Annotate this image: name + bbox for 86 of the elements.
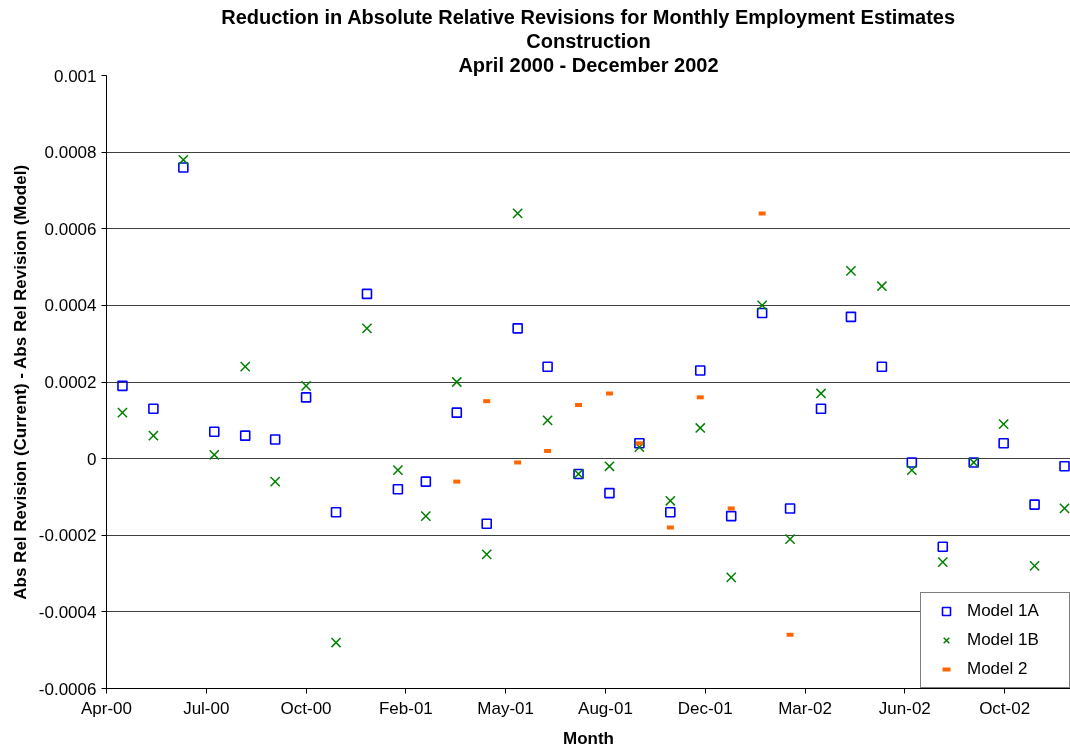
- chart-subtitle: Construction: [526, 29, 651, 52]
- x-tick-label: Dec-01: [677, 698, 733, 718]
- point: [330, 506, 342, 518]
- point: [756, 307, 768, 319]
- point: [604, 487, 615, 499]
- point: [1029, 560, 1040, 572]
- point: [239, 430, 251, 441]
- point: [815, 388, 827, 399]
- point: [784, 533, 796, 545]
- legend-label: Model 1A: [967, 601, 1040, 621]
- point: [998, 438, 1009, 449]
- legend-label: Model 2: [967, 659, 1029, 679]
- point: [451, 407, 463, 418]
- chart-title: Reduction in Absolute Relative Revisions for Monthly Employment Estimates: [221, 5, 956, 28]
- x-tick-label: Aug-01: [578, 698, 633, 718]
- y-tick-label: -0.0002: [38, 526, 97, 546]
- point: [148, 403, 159, 415]
- x-tick-label: Jul-00: [183, 698, 230, 718]
- point: [148, 430, 159, 441]
- point: [512, 208, 523, 219]
- point: [300, 380, 312, 392]
- point: [300, 392, 312, 403]
- y-tick-label: 0.0006: [44, 219, 97, 239]
- point: [1059, 503, 1070, 514]
- point: [845, 311, 857, 323]
- point: [542, 414, 553, 426]
- point: [694, 365, 706, 376]
- y-tick-label: 0.0004: [44, 296, 97, 316]
- x-tick-label: Apr-00: [80, 698, 133, 718]
- point: [392, 464, 404, 476]
- point: [937, 541, 949, 553]
- point: [208, 449, 220, 461]
- x-tick-label: Oct-00: [280, 698, 332, 718]
- point: [269, 434, 281, 445]
- point: [634, 441, 645, 453]
- point: [725, 510, 737, 522]
- point: [906, 464, 918, 476]
- point: [330, 637, 342, 648]
- x-tick-label: May-01: [477, 698, 535, 718]
- point: [725, 572, 737, 583]
- point: [481, 518, 493, 530]
- point: [1029, 499, 1040, 510]
- y-tick-label: 0.0002: [44, 373, 97, 392]
- point: [845, 265, 857, 277]
- point: [906, 457, 918, 468]
- point: [481, 549, 493, 560]
- point: [1059, 460, 1070, 472]
- x-tick-label: Feb-01: [378, 698, 433, 718]
- y-tick-label: 0: [87, 449, 97, 469]
- point: [937, 556, 949, 568]
- point: [117, 407, 128, 418]
- text: April 2000 - December 2002: [458, 53, 719, 76]
- x-tick-label: Jun-02: [878, 698, 931, 718]
- point: [269, 476, 281, 487]
- point: [664, 495, 676, 507]
- point: [420, 476, 432, 487]
- point: [542, 361, 553, 372]
- point: [665, 506, 676, 518]
- point: [361, 323, 373, 334]
- y-tick-label: 0.0008: [44, 143, 97, 163]
- legend-label: Model 1B: [967, 630, 1040, 650]
- point: [420, 510, 432, 522]
- point: [876, 280, 888, 292]
- y-tick-label: -0.0004: [38, 602, 97, 622]
- point: [361, 288, 373, 300]
- point: [208, 426, 220, 438]
- point: [784, 503, 796, 514]
- point: [178, 162, 189, 173]
- x-tick-label: Mar-02: [778, 698, 832, 718]
- point: [117, 380, 128, 392]
- y-tick-label: 0.001: [53, 66, 97, 86]
- point: [177, 154, 189, 166]
- y-tick-label: -0.0006: [38, 679, 97, 699]
- point: [239, 361, 251, 373]
- point: [815, 403, 827, 415]
- point: [876, 361, 888, 372]
- point: [756, 300, 768, 311]
- y-axis-title: Abs Rel Revision (Current) - Abs Rel Revision (Model): [10, 164, 30, 600]
- point: [392, 483, 404, 495]
- x-tick-label: Oct-02: [979, 698, 1031, 718]
- point: [998, 418, 1009, 430]
- point: [451, 376, 463, 388]
- point: [512, 323, 523, 334]
- point: [604, 460, 615, 472]
- x-axis-title: Month: [563, 728, 614, 748]
- point: [694, 422, 706, 434]
